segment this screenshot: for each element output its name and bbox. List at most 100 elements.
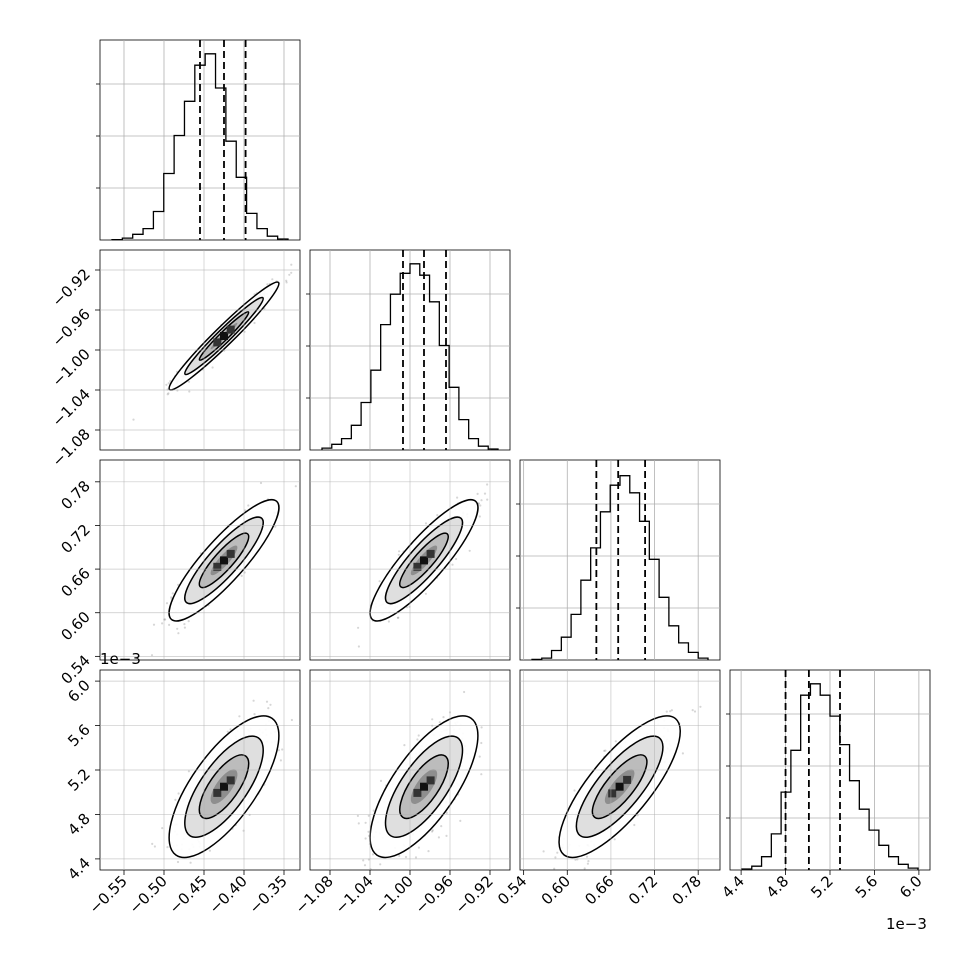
sample-point <box>396 616 399 619</box>
sample-point <box>240 574 243 578</box>
sample-point <box>211 366 214 369</box>
y-tick-label: 0.60 <box>57 608 93 644</box>
x-offset-label: 1e−3 <box>886 915 927 933</box>
y-tick-label: 5.6 <box>64 721 94 751</box>
sample-point <box>188 390 191 393</box>
sample-point <box>349 874 351 876</box>
scatter-panel-4-3 <box>519 669 721 896</box>
sample-point <box>252 699 255 702</box>
sample-point <box>153 845 156 848</box>
sample-point <box>416 738 419 741</box>
sample-point <box>553 867 556 870</box>
sample-point <box>267 707 270 710</box>
y-tick-label: 0.78 <box>57 477 93 513</box>
histogram-panel-3 <box>516 459 721 661</box>
sample-point <box>247 504 250 507</box>
sample-point <box>476 492 479 495</box>
sample-point <box>243 509 247 512</box>
sample-point <box>542 850 545 853</box>
sample-point <box>442 716 445 719</box>
density-peak-bin <box>615 782 624 791</box>
histogram-step <box>321 263 499 450</box>
sample-point <box>440 825 443 828</box>
sample-point <box>161 622 164 625</box>
density-peak-bin <box>226 776 235 785</box>
density-peak-bin <box>426 549 435 558</box>
histogram-step <box>741 683 919 870</box>
sample-point <box>279 759 282 762</box>
sample-point <box>290 263 293 266</box>
sample-point <box>288 273 291 276</box>
histogram-panel-4 <box>726 669 931 871</box>
sample-point <box>468 549 471 552</box>
y-tick-label: 0.72 <box>57 521 93 557</box>
x-tick-label: 4.4 <box>718 872 748 902</box>
sample-point <box>478 755 481 758</box>
sample-point <box>171 592 174 595</box>
sample-point <box>414 856 418 859</box>
sample-point <box>189 861 192 864</box>
panel-frame <box>99 459 301 661</box>
sample-point <box>165 602 169 605</box>
density-peak-bin <box>413 788 422 797</box>
x-tick-label: 0.72 <box>625 872 661 908</box>
sample-point <box>573 789 576 792</box>
sample-point <box>431 718 434 721</box>
sample-point <box>424 522 428 525</box>
scatter-panel-4-1 <box>99 669 301 871</box>
sample-point <box>372 809 375 812</box>
sample-point <box>371 853 375 856</box>
histogram-panel-2 <box>306 249 511 451</box>
sample-point <box>587 860 590 863</box>
x-tick-label: −0.55 <box>86 872 131 917</box>
sample-point <box>285 279 288 282</box>
sample-point <box>665 710 668 713</box>
sample-point <box>397 616 400 619</box>
sample-point <box>161 827 164 830</box>
sample-point <box>455 557 458 561</box>
y-tick-label: −0.96 <box>49 305 94 350</box>
sample-point <box>586 862 590 865</box>
panel-frame <box>519 459 721 661</box>
sample-point <box>437 836 440 839</box>
sample-point <box>398 854 401 858</box>
sample-point <box>691 709 694 712</box>
sample-point <box>378 580 381 583</box>
x-tick-label: −0.40 <box>206 872 251 917</box>
sample-point <box>459 819 462 823</box>
sample-point <box>480 741 483 745</box>
y-tick-label: −1.00 <box>49 345 94 390</box>
sample-point <box>529 894 531 896</box>
sample-point <box>167 382 170 385</box>
sample-point <box>556 851 559 854</box>
x-tick-label: −1.08 <box>292 872 337 917</box>
histogram-step <box>531 475 709 661</box>
sample-point <box>480 773 483 776</box>
sample-point <box>456 496 459 499</box>
sample-point <box>670 709 674 712</box>
sample-point <box>238 715 241 718</box>
x-tick-label: 0.78 <box>669 872 705 908</box>
sample-point <box>397 553 400 556</box>
sample-point <box>226 730 229 733</box>
y-tick-label: −1.04 <box>49 385 94 430</box>
sample-point <box>479 504 482 507</box>
x-tick-label: 4.8 <box>763 872 793 902</box>
x-tick-label: −0.35 <box>246 872 291 917</box>
sample-point <box>170 596 173 599</box>
y-tick-label: 4.8 <box>64 810 94 840</box>
y-offset-label: 1e−3 <box>100 650 141 668</box>
sample-point <box>357 822 360 825</box>
x-tick-label: −0.45 <box>166 872 211 917</box>
scatter-panel-3-2 <box>309 459 511 661</box>
sample-point <box>699 705 702 708</box>
x-tick-label: 5.6 <box>852 872 882 902</box>
sample-point <box>633 823 636 827</box>
sample-point <box>357 626 360 629</box>
density-peak-bin <box>426 776 435 785</box>
y-tick-label: 5.2 <box>64 765 94 795</box>
y-tick-label: −0.92 <box>49 265 94 310</box>
x-tick-label: −0.92 <box>452 872 497 917</box>
sample-point <box>387 620 390 623</box>
